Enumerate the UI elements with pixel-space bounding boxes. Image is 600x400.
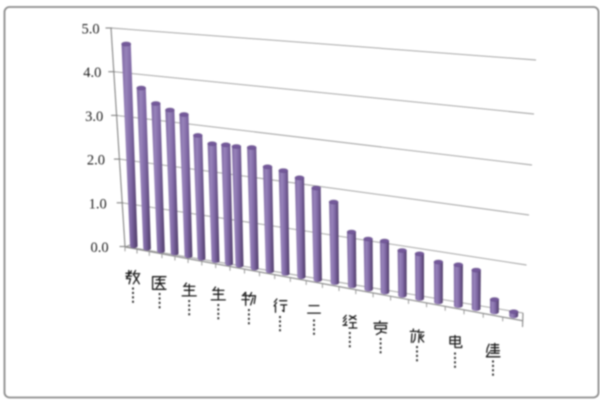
svg-text:4.0: 4.0 [83,65,101,81]
svg-text:3.0: 3.0 [85,109,103,125]
svg-text:2.0: 2.0 [87,153,105,169]
svg-text:1.0: 1.0 [89,196,107,212]
svg-text:0.0: 0.0 [90,240,108,256]
svg-text:5.0: 5.0 [81,22,99,38]
